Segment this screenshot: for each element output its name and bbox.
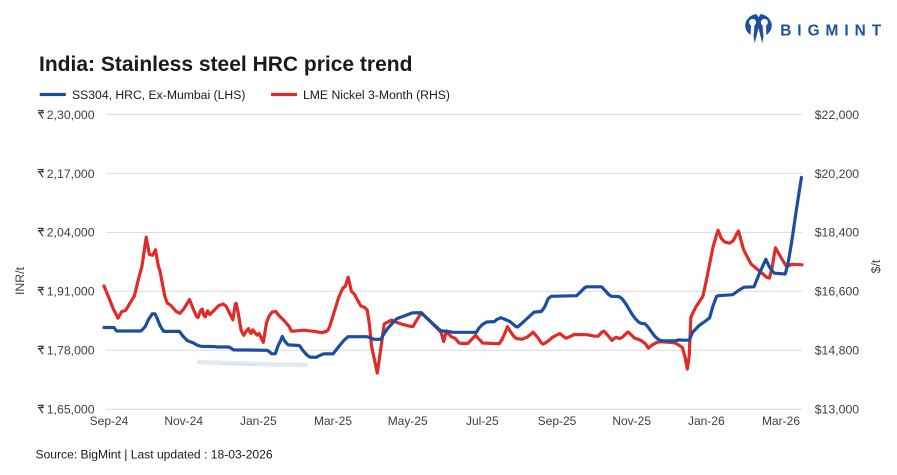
svg-text:Mar-26: Mar-26 (762, 414, 800, 428)
svg-text:Nov-24: Nov-24 (164, 414, 203, 428)
svg-text:LME Nickel 3-Month (RHS): LME Nickel 3-Month (RHS) (303, 88, 450, 102)
svg-text:Sep-24: Sep-24 (90, 414, 129, 428)
svg-text:1,78,000: 1,78,000 (47, 344, 95, 358)
svg-text:Mar-25: Mar-25 (314, 414, 352, 428)
svg-text:$13,000: $13,000 (815, 403, 860, 417)
svg-text:1,91,000: 1,91,000 (47, 285, 95, 299)
svg-text:India: Stainless steel HRC pri: India: Stainless steel HRC price trend (39, 53, 412, 76)
svg-text:BIGMINT: BIGMINT (780, 23, 887, 40)
svg-text:Sep-25: Sep-25 (538, 414, 577, 428)
svg-text:Jan-25: Jan-25 (240, 414, 277, 428)
svg-text:Jan-26: Jan-26 (688, 414, 725, 428)
svg-text:$20,200: $20,200 (815, 167, 860, 181)
svg-text:1,65,000: 1,65,000 (47, 403, 95, 417)
svg-text:$16,600: $16,600 (815, 285, 860, 299)
svg-text:2,04,000: 2,04,000 (47, 226, 95, 240)
svg-text:2,17,000: 2,17,000 (47, 167, 95, 181)
svg-text:$14,800: $14,800 (815, 344, 860, 358)
svg-text:Source: BigMint | Last updated: Source: BigMint | Last updated : 18-03-2… (36, 448, 273, 462)
svg-text:2,30,000: 2,30,000 (47, 108, 95, 122)
svg-text:$/t: $/t (869, 259, 883, 273)
svg-text:May-25: May-25 (388, 414, 428, 428)
svg-text:$22,000: $22,000 (815, 108, 860, 122)
svg-text:SS304, HRC, Ex-Mumbai (LHS): SS304, HRC, Ex-Mumbai (LHS) (72, 88, 245, 102)
svg-text:Jul-25: Jul-25 (466, 414, 499, 428)
svg-text:Nov-25: Nov-25 (612, 414, 651, 428)
svg-text:INR/t: INR/t (13, 266, 27, 295)
svg-text:$18,400: $18,400 (815, 226, 860, 240)
